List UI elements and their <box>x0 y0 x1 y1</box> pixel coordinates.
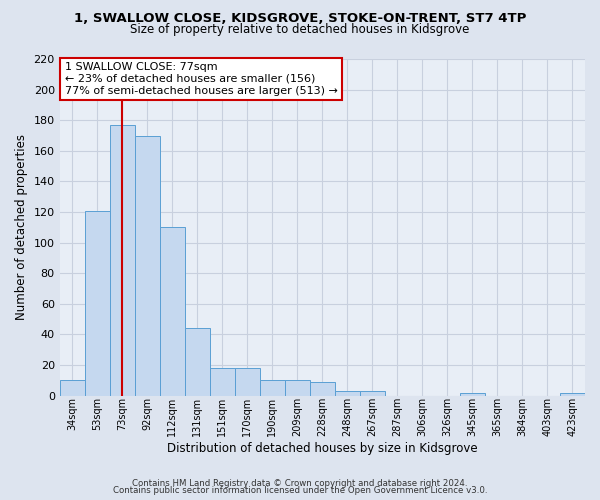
Y-axis label: Number of detached properties: Number of detached properties <box>15 134 28 320</box>
Bar <box>235 368 260 396</box>
Bar <box>185 328 210 396</box>
Bar <box>260 380 285 396</box>
Bar <box>360 391 385 396</box>
Text: 1 SWALLOW CLOSE: 77sqm
← 23% of detached houses are smaller (156)
77% of semi-de: 1 SWALLOW CLOSE: 77sqm ← 23% of detached… <box>65 62 338 96</box>
Bar <box>560 392 585 396</box>
Bar <box>460 392 485 396</box>
X-axis label: Distribution of detached houses by size in Kidsgrove: Distribution of detached houses by size … <box>167 442 478 455</box>
Bar <box>135 136 160 396</box>
Bar <box>110 125 135 396</box>
Bar <box>85 210 110 396</box>
Text: Contains public sector information licensed under the Open Government Licence v3: Contains public sector information licen… <box>113 486 487 495</box>
Bar <box>160 228 185 396</box>
Bar <box>210 368 235 396</box>
Bar <box>310 382 335 396</box>
Bar <box>335 391 360 396</box>
Text: Contains HM Land Registry data © Crown copyright and database right 2024.: Contains HM Land Registry data © Crown c… <box>132 478 468 488</box>
Bar <box>59 380 85 396</box>
Bar <box>285 380 310 396</box>
Text: 1, SWALLOW CLOSE, KIDSGROVE, STOKE-ON-TRENT, ST7 4TP: 1, SWALLOW CLOSE, KIDSGROVE, STOKE-ON-TR… <box>74 12 526 26</box>
Text: Size of property relative to detached houses in Kidsgrove: Size of property relative to detached ho… <box>130 22 470 36</box>
